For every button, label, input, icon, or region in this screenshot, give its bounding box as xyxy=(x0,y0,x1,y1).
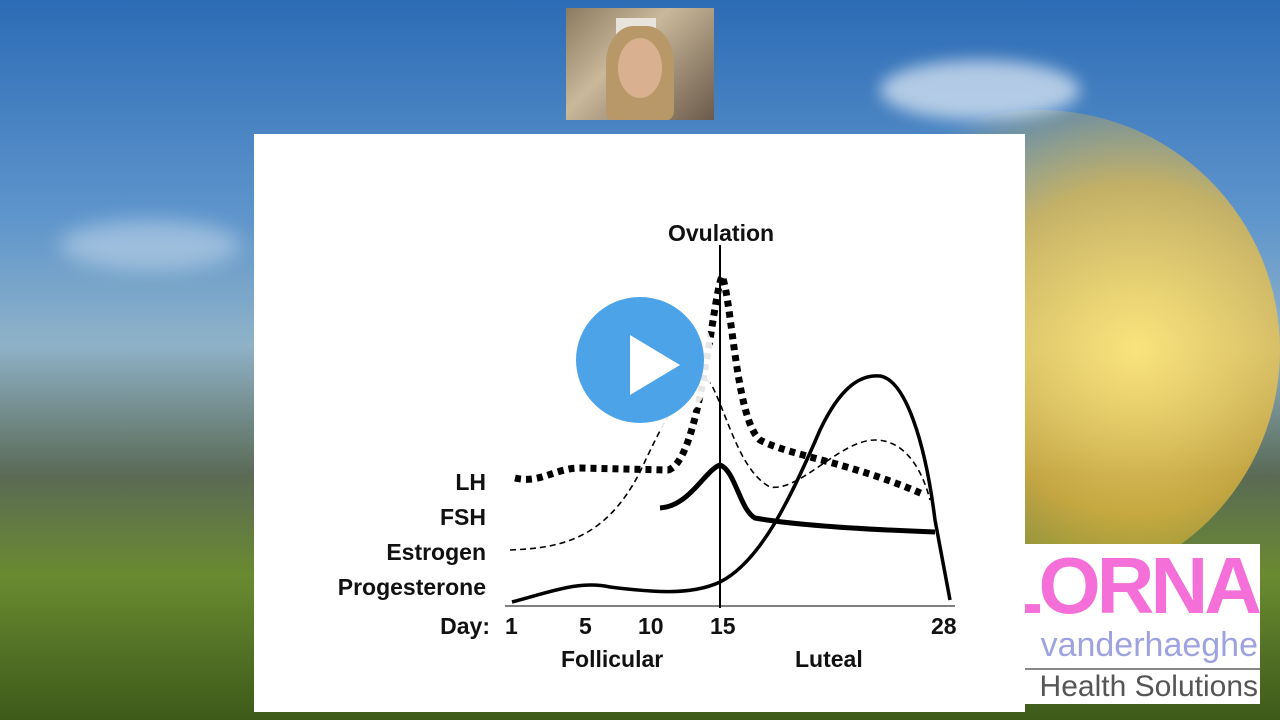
day-label: Day: xyxy=(440,613,490,639)
tick-day-1: 1 xyxy=(505,613,518,639)
cloud xyxy=(880,60,1080,120)
hormone-cycle-diagram xyxy=(505,245,955,608)
play-button[interactable] xyxy=(566,288,714,432)
legend-fsh: FSH xyxy=(440,504,486,530)
logo-divider xyxy=(1005,668,1260,670)
logo-surname: vanderhaeghe xyxy=(1040,626,1258,664)
tick-day-10: 10 xyxy=(638,613,664,639)
legend-estrogen: Estrogen xyxy=(386,539,486,565)
phase-luteal: Luteal xyxy=(795,646,863,672)
phase-follicular: Follicular xyxy=(561,646,664,672)
cloud xyxy=(60,220,240,270)
fsh-curve xyxy=(509,377,931,551)
tick-day-28: 28 xyxy=(931,613,957,639)
play-icon xyxy=(630,335,680,395)
ovulation-label: Ovulation xyxy=(668,220,775,246)
lh-curve xyxy=(514,266,927,499)
estrogen-curve xyxy=(659,462,936,535)
legend-progesterone: Progesterone xyxy=(337,574,486,600)
logo-tagline: Health Solutions xyxy=(1039,670,1258,703)
tick-day-5: 5 xyxy=(579,613,592,639)
legend-lh: LH xyxy=(455,469,486,495)
brand-logo: LORNA vanderhaeghe Health Solutions xyxy=(994,541,1262,704)
logo-name: LORNA xyxy=(993,541,1262,630)
progesterone-curve xyxy=(511,374,952,604)
webcam-overlay xyxy=(566,8,714,120)
tick-day-15: 15 xyxy=(710,613,736,639)
